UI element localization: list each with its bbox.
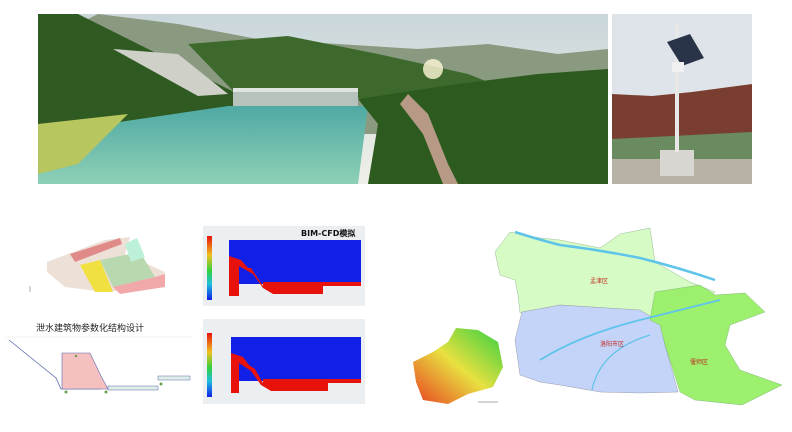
region-yanshi: [649, 284, 783, 406]
cfd-result-panel-1: BIM-CFD模拟: [203, 226, 365, 306]
region-luoyang-city: [514, 304, 679, 394]
dam-render-photo: [38, 14, 608, 184]
monitoring-station-photo: [612, 14, 752, 184]
dem-elevation-map: [408, 322, 508, 408]
parametric-section-drawing: [6, 336, 191, 402]
design-title: 泄水建筑物参数化结构设计: [36, 324, 145, 334]
luo-river: [539, 299, 721, 361]
yellow-river: [514, 230, 716, 282]
label-mengjin: 孟津区: [590, 277, 608, 285]
district-map: 孟津区 洛阳市区 偃师区: [480, 220, 790, 410]
bim-3d-model: [25, 232, 175, 302]
yi-river: [591, 334, 651, 391]
cfd-title: BIM-CFD模拟: [301, 229, 356, 238]
label-yanshi: 偃师区: [690, 358, 708, 366]
label-luoyang-city: 洛阳市区: [600, 340, 624, 348]
cfd-result-panel-2: [203, 319, 365, 404]
